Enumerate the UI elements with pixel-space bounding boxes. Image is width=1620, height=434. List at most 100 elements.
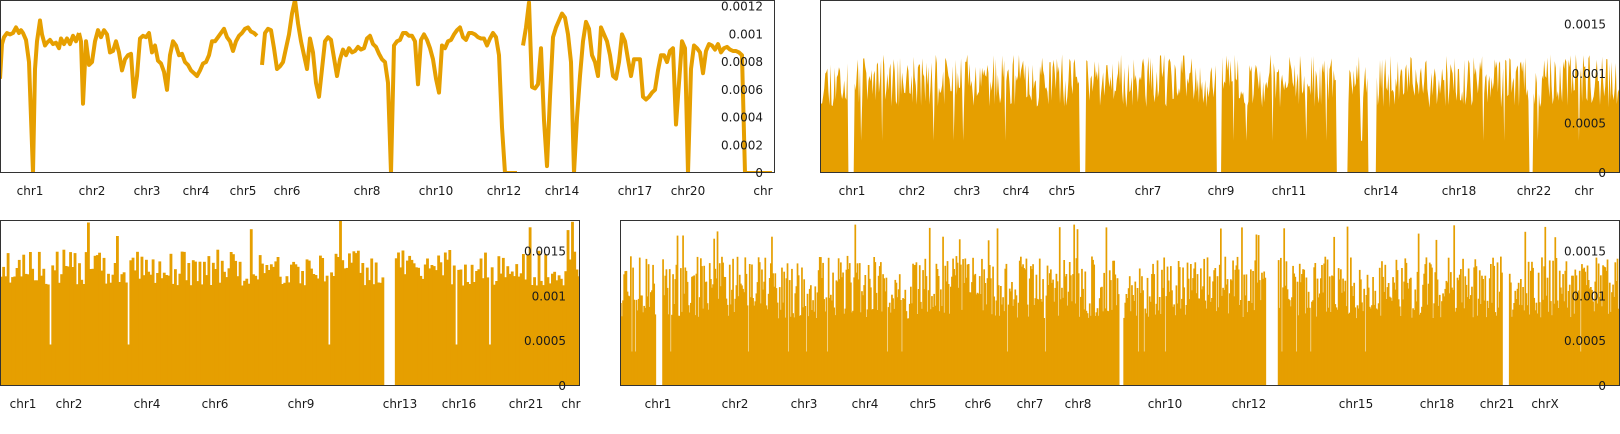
bar: [1106, 310, 1109, 386]
bar: [893, 308, 896, 386]
bar: [1493, 265, 1496, 386]
y-tick-label: 0.0015: [524, 244, 566, 258]
bar: [1161, 269, 1163, 386]
bar: [675, 264, 678, 386]
bar: [1306, 307, 1309, 386]
bar: [1296, 281, 1299, 386]
bar: [1193, 268, 1196, 386]
bar: [1087, 317, 1090, 386]
bar: [997, 285, 1000, 386]
bar: [1462, 258, 1464, 386]
bar: [1102, 311, 1104, 386]
bar: [1551, 315, 1553, 386]
bar: [1248, 300, 1251, 386]
bar: [1347, 313, 1350, 386]
bar: [167, 275, 171, 386]
bar: [1533, 297, 1536, 386]
bar: [987, 240, 990, 386]
bar: [100, 270, 104, 386]
bar: [1076, 229, 1079, 386]
bar: [1004, 268, 1007, 386]
bar: [1013, 299, 1016, 386]
bar: [726, 304, 729, 386]
bar: [180, 251, 184, 386]
bar: [1498, 291, 1501, 386]
bar: [1552, 260, 1554, 386]
bar: [1312, 300, 1314, 386]
bar: [336, 257, 340, 386]
bar: [1346, 226, 1349, 386]
bar: [892, 298, 894, 386]
bar: [1563, 301, 1566, 386]
bar: [1016, 317, 1019, 386]
bar: [1235, 265, 1238, 386]
bar: [1282, 287, 1284, 386]
bar: [678, 315, 681, 386]
bar: [1246, 312, 1249, 386]
bar: [1251, 303, 1253, 386]
bar: [815, 318, 818, 386]
bar: [868, 278, 871, 386]
bar: [533, 277, 536, 386]
bar: [958, 239, 961, 386]
bar: [904, 289, 907, 386]
bar: [1104, 308, 1107, 386]
bar: [1094, 315, 1097, 386]
bar: [738, 274, 741, 386]
bar: [751, 264, 753, 386]
bar: [805, 351, 808, 386]
bar: [758, 262, 761, 386]
bar: [428, 268, 432, 386]
plot-area: [820, 54, 1620, 173]
bar: [1252, 271, 1254, 386]
bar: [895, 282, 898, 386]
bar: [187, 263, 191, 386]
bar: [200, 284, 204, 386]
panel-top-left-frame: [0, 0, 775, 173]
bar: [1070, 275, 1072, 386]
bar: [923, 289, 926, 386]
bar: [742, 288, 744, 386]
bar: [1210, 301, 1212, 386]
bar: [1146, 277, 1149, 386]
x-tick-label: chr14: [1364, 184, 1398, 198]
bar: [1264, 277, 1267, 386]
bar: [1080, 296, 1082, 386]
bar: [470, 264, 474, 386]
bar: [978, 276, 981, 386]
bar: [807, 316, 810, 386]
bar: [621, 316, 623, 386]
bar: [1011, 282, 1013, 386]
bar: [670, 351, 672, 386]
bar: [439, 262, 443, 386]
bar: [1442, 293, 1444, 386]
bar: [635, 299, 638, 386]
bar: [1433, 303, 1436, 386]
bar: [840, 262, 842, 386]
bar: [1207, 294, 1210, 386]
bar: [634, 351, 637, 386]
bar: [1253, 310, 1256, 386]
x-tick-label: chr12: [487, 184, 521, 198]
bar: [406, 260, 409, 386]
bar: [1192, 278, 1194, 386]
bar: [723, 276, 726, 386]
bar: [1510, 282, 1512, 386]
bar: [1351, 286, 1353, 386]
bar: [403, 274, 407, 386]
bar: [713, 238, 716, 386]
chart-panel-top-right: 0 0.0005 0.001 0.0015 chr1 chr2 chr3 chr4 chr5 ch…: [820, 0, 1620, 198]
bar: [414, 267, 418, 386]
bar: [803, 279, 806, 386]
bar: [931, 296, 933, 386]
x-tick-label: chr5: [230, 184, 257, 198]
bar: [1170, 266, 1172, 386]
bar: [1571, 275, 1573, 386]
bar: [811, 310, 813, 386]
bar: [319, 255, 322, 386]
bar: [95, 255, 99, 386]
bar: [765, 305, 768, 386]
bar: [865, 317, 868, 386]
bar: [787, 351, 790, 386]
bar: [1435, 239, 1438, 386]
